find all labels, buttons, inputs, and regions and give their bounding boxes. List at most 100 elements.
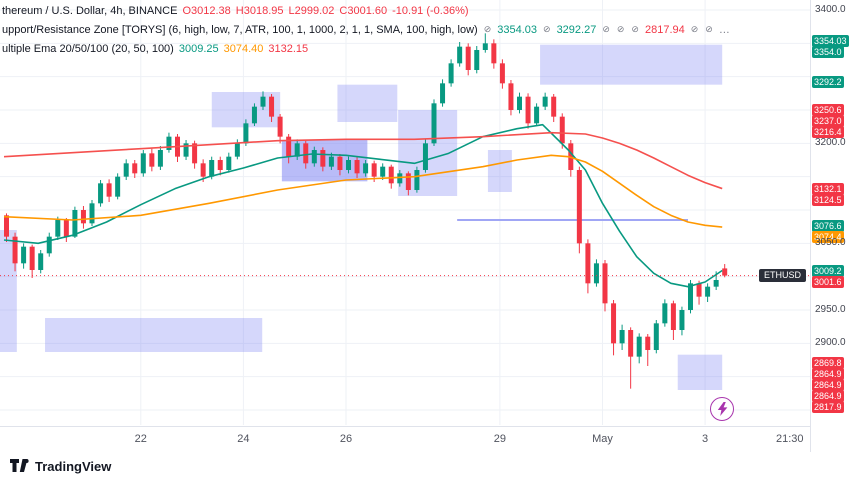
candle-body: [38, 253, 44, 270]
bottom-bar: TradingView: [0, 452, 852, 485]
candle-body: [166, 136, 172, 150]
ema20-value: 3009.25: [178, 42, 219, 55]
candle-body: [303, 143, 309, 164]
candle-body: [722, 268, 728, 276]
candle-body: [645, 336, 651, 350]
candle-body: [123, 163, 129, 177]
symbol-description[interactable]: thereum / U.S. Dollar, 4h, BINANCE: [2, 4, 178, 17]
time-tick-label: 24: [237, 433, 250, 445]
price-axis-badge: 3216.4: [812, 126, 844, 139]
candle-body: [80, 210, 86, 224]
candle-body: [363, 163, 369, 174]
lightning-button[interactable]: [710, 397, 734, 421]
candle-body: [662, 303, 668, 324]
sr-zone-value-high: 3354.03: [497, 23, 538, 36]
lightning-icon: [717, 402, 727, 416]
support-resistance-zone: [45, 318, 263, 352]
eye-icon[interactable]: ⊘: [631, 24, 639, 34]
eye-icon[interactable]: ⊘: [616, 24, 625, 34]
eye-icon[interactable]: ⊘: [705, 24, 713, 34]
candle-body: [593, 263, 599, 284]
candle-body: [517, 96, 522, 110]
tradingview-logo[interactable]: TradingView: [10, 459, 111, 474]
candle-body: [611, 303, 617, 344]
ema50-value: 3074.40: [223, 42, 264, 55]
price-axis-label: 2950.0: [815, 304, 846, 315]
candle-body: [226, 156, 232, 170]
candle-body: [63, 220, 69, 237]
candle-body: [115, 176, 121, 197]
ema100-line: [3, 131, 723, 190]
legend-sr-zone-row[interactable]: upport/Resistance Zone [TORYS] (6, high,…: [2, 20, 730, 39]
candle-body: [576, 170, 582, 244]
ohlc-low: L2999.02: [288, 4, 335, 17]
price-axis-badge: 2864.9: [812, 368, 844, 381]
time-tick-label: 3: [702, 433, 709, 445]
candle-body: [713, 280, 719, 287]
candle-body: [542, 96, 548, 107]
candle-body: [157, 150, 163, 167]
ohlc-change: -10.91 (-0.36%): [392, 4, 469, 17]
candle-body: [499, 63, 505, 84]
time-tick-label: May: [592, 433, 613, 445]
candle-body: [431, 103, 437, 144]
price-axis-badge: 3001.6: [812, 275, 844, 288]
sr-zone-indicator-title[interactable]: upport/Resistance Zone [TORYS] (6, high,…: [2, 23, 478, 36]
price-axis-badge: 3250.6: [812, 103, 844, 116]
candle-body: [670, 303, 676, 330]
candle-body: [414, 170, 420, 190]
legend-symbol-row[interactable]: thereum / U.S. Dollar, 4h, BINANCE O3012…: [2, 1, 730, 20]
candle-body: [465, 46, 471, 70]
eye-icon[interactable]: ⊘: [483, 24, 492, 34]
candle-body: [474, 50, 480, 70]
candle-body: [422, 143, 428, 170]
legend-overflow-ellipsis[interactable]: …: [718, 23, 730, 36]
candle-body: [286, 136, 292, 157]
price-line-symbol-tag: ETHUSD: [758, 268, 806, 282]
candle-body: [388, 166, 394, 184]
price-axis-badge: 2817.9: [812, 401, 844, 414]
price-axis[interactable]: 3400.0 3354.03 3354.0 3292.2 3250.6 3237.0 321…: [810, 0, 852, 452]
candle-body: [653, 323, 659, 350]
candle-body: [491, 43, 497, 64]
sr-zone-value-mid: 3292.27: [556, 23, 597, 36]
candle-body: [89, 203, 95, 224]
candle-body: [337, 156, 343, 170]
price-axis-badge: 3076.6: [812, 219, 844, 232]
current-time-label: 21:30: [776, 433, 804, 445]
candlestick-chart[interactable]: [0, 0, 810, 452]
eye-icon[interactable]: ⊘: [690, 24, 699, 34]
candle-body: [72, 210, 78, 237]
time-tick-label: 22: [134, 433, 147, 445]
candle-body: [380, 166, 386, 177]
candle-body: [21, 246, 27, 264]
candle-body: [346, 160, 351, 170]
price-axis-label: 3400.0: [815, 4, 846, 15]
candle-body: [602, 263, 608, 304]
ohlc-high: H3018.95: [235, 4, 284, 17]
candle-body: [311, 150, 317, 164]
candle-body: [636, 336, 642, 357]
candle-body: [585, 243, 591, 284]
candle-body: [440, 83, 446, 104]
time-axis[interactable]: 21:30 22 24 26 29 May 3: [0, 426, 810, 453]
candle-body: [320, 150, 326, 167]
candle-body: [525, 96, 531, 124]
candle-body: [534, 106, 540, 124]
ema20-line: [3, 123, 723, 288]
candle-body: [397, 173, 403, 184]
eye-icon[interactable]: ⊘: [543, 24, 551, 34]
ema-indicator-title[interactable]: ultiple Ema 20/50/100 (20, 50, 100): [2, 42, 174, 55]
ohlc-close: C3001.60: [339, 4, 388, 17]
candle-body: [405, 173, 411, 190]
candle-body: [277, 116, 283, 137]
legend-ema-row[interactable]: ultiple Ema 20/50/100 (20, 50, 100) 3009…: [2, 39, 730, 58]
candle-body: [448, 63, 454, 84]
eye-icon[interactable]: ⊘: [602, 24, 610, 34]
candle-body: [328, 156, 334, 167]
price-axis-badge: 3132.1: [812, 182, 844, 195]
price-axis-badge: 2864.9: [812, 390, 844, 403]
candle-body: [183, 143, 189, 157]
candle-body: [679, 310, 685, 330]
